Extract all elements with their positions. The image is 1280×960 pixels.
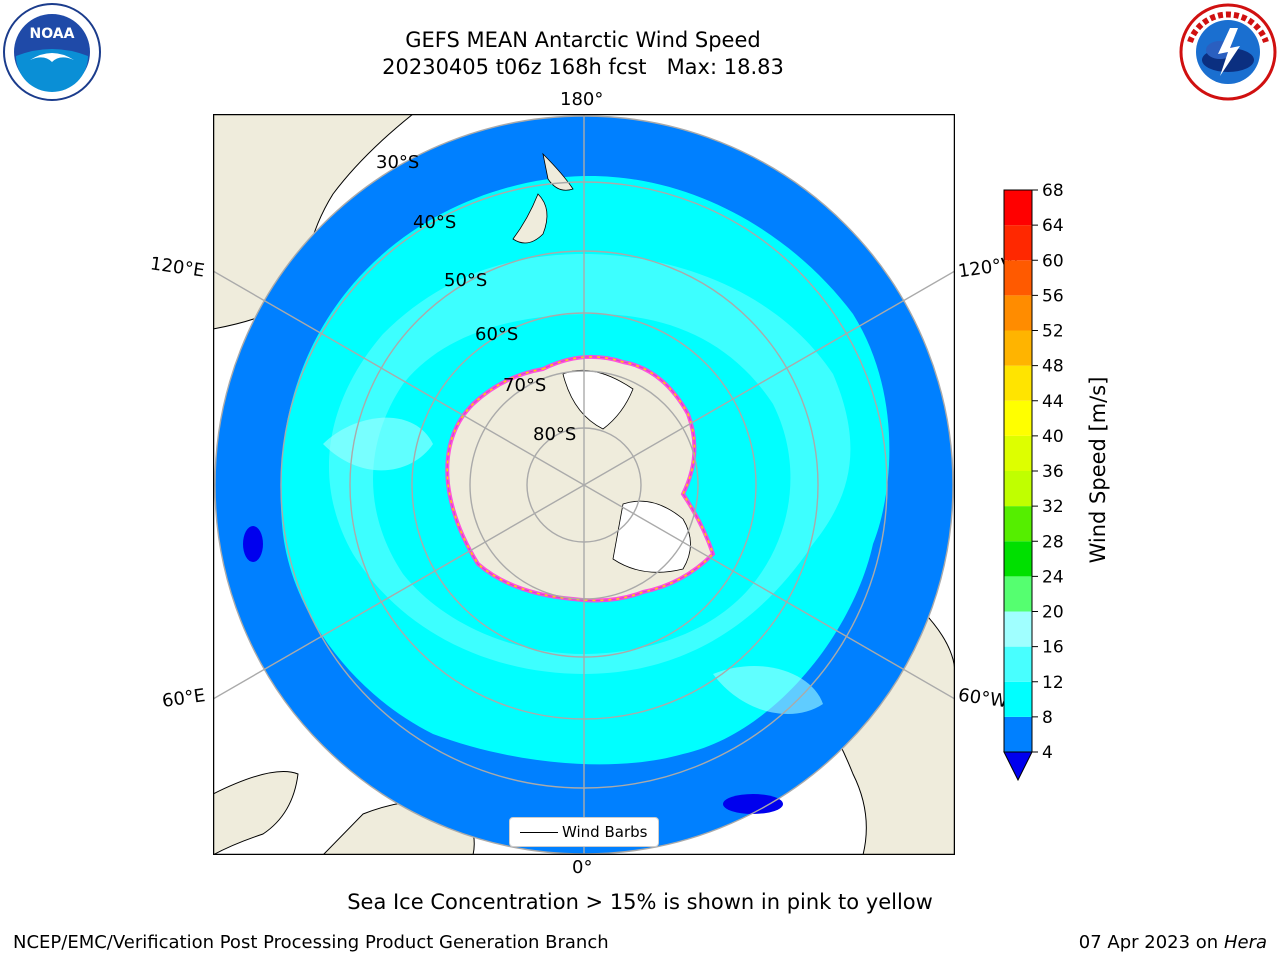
colorbar-tick-label: 12 xyxy=(1042,673,1064,693)
lat-label-40: 40°S xyxy=(413,212,457,233)
colorbar-tick-label: 4 xyxy=(1042,743,1053,763)
colorbar-bin xyxy=(1004,295,1032,331)
colorbar-bin xyxy=(1004,435,1032,471)
lon-label-lower-left: 60°E xyxy=(160,685,207,712)
colorbar-tick-label: 32 xyxy=(1042,497,1064,517)
map-legend: Wind Barbs xyxy=(509,817,659,847)
colorbar-bin xyxy=(1004,646,1032,682)
lat-label-30: 30°S xyxy=(376,152,420,173)
footer-host: Hera xyxy=(1223,932,1267,953)
lon-label-bottom: 0° xyxy=(572,857,593,878)
colorbar-tick-label: 28 xyxy=(1042,532,1064,552)
lat-label-50: 50°S xyxy=(444,270,488,291)
colorbar-tick-label: 52 xyxy=(1042,322,1064,342)
colorbar-tick-label: 56 xyxy=(1042,286,1064,306)
chart-subtitle: 20230405 t06z 168h fcst Max: 18.83 xyxy=(382,55,784,79)
lon-label-upper-left: 120°E xyxy=(148,253,206,282)
colorbar-extend-triangle xyxy=(1003,751,1033,782)
colorbar-tick-label: 68 xyxy=(1042,181,1064,201)
colorbar-bin xyxy=(1004,716,1032,752)
colorbar-bin xyxy=(1004,611,1032,647)
colorbar-tick-label: 48 xyxy=(1042,357,1064,377)
colorbar-bin xyxy=(1004,260,1032,296)
wind-barb-legend-label: Wind Barbs xyxy=(562,823,648,841)
noaa-logo: NOAA xyxy=(3,3,101,101)
colorbar-tick-label: 8 xyxy=(1042,708,1053,728)
colorbar-bin xyxy=(1004,225,1032,261)
colorbar-tick-label: 24 xyxy=(1042,567,1064,587)
colorbar-bin xyxy=(1004,471,1032,507)
lat-label-60: 60°S xyxy=(475,324,519,345)
wind-barb-legend-line xyxy=(520,832,558,833)
chart-title: GEFS MEAN Antarctic Wind Speed xyxy=(405,28,761,52)
colorbar-tick-label: 36 xyxy=(1042,462,1064,482)
polar-map xyxy=(213,114,955,855)
sea-ice-caption: Sea Ice Concentration > 15% is shown in … xyxy=(347,890,933,914)
footer-date-text: 07 Apr 2023 on xyxy=(1078,932,1224,953)
colorbar-tick-label: 60 xyxy=(1042,251,1064,271)
colorbar-bin xyxy=(1004,576,1032,612)
colorbar-tick-label: 16 xyxy=(1042,638,1064,658)
colorbar-bin xyxy=(1004,330,1032,366)
svg-text:NOAA: NOAA xyxy=(30,26,75,42)
colorbar-tick-label: 40 xyxy=(1042,427,1064,447)
colorbar-bin xyxy=(1004,541,1032,577)
colorbar-bin xyxy=(1004,681,1032,717)
nws-logo xyxy=(1179,3,1277,101)
colorbar-tick-label: 20 xyxy=(1042,603,1064,623)
ice-shelf-weddell xyxy=(612,500,691,573)
colorbar-label: Wind Speed [m/s] xyxy=(1086,377,1110,564)
colorbar-tick-label: 64 xyxy=(1042,216,1064,236)
footer-credit: NCEP/EMC/Verification Post Processing Pr… xyxy=(13,932,609,953)
colorbar-bin xyxy=(1004,506,1032,542)
land-africa xyxy=(213,771,299,855)
colorbar-bin xyxy=(1004,190,1032,226)
colorbar-bin xyxy=(1004,365,1032,401)
lon-label-top: 180° xyxy=(560,89,604,110)
lat-label-80: 80°S xyxy=(533,424,577,445)
lat-label-70: 70°S xyxy=(503,375,547,396)
colorbar-bin xyxy=(1004,400,1032,436)
colorbar-tick-label: 44 xyxy=(1042,392,1064,412)
footer-date: 07 Apr 2023 on Hera xyxy=(1079,932,1267,953)
